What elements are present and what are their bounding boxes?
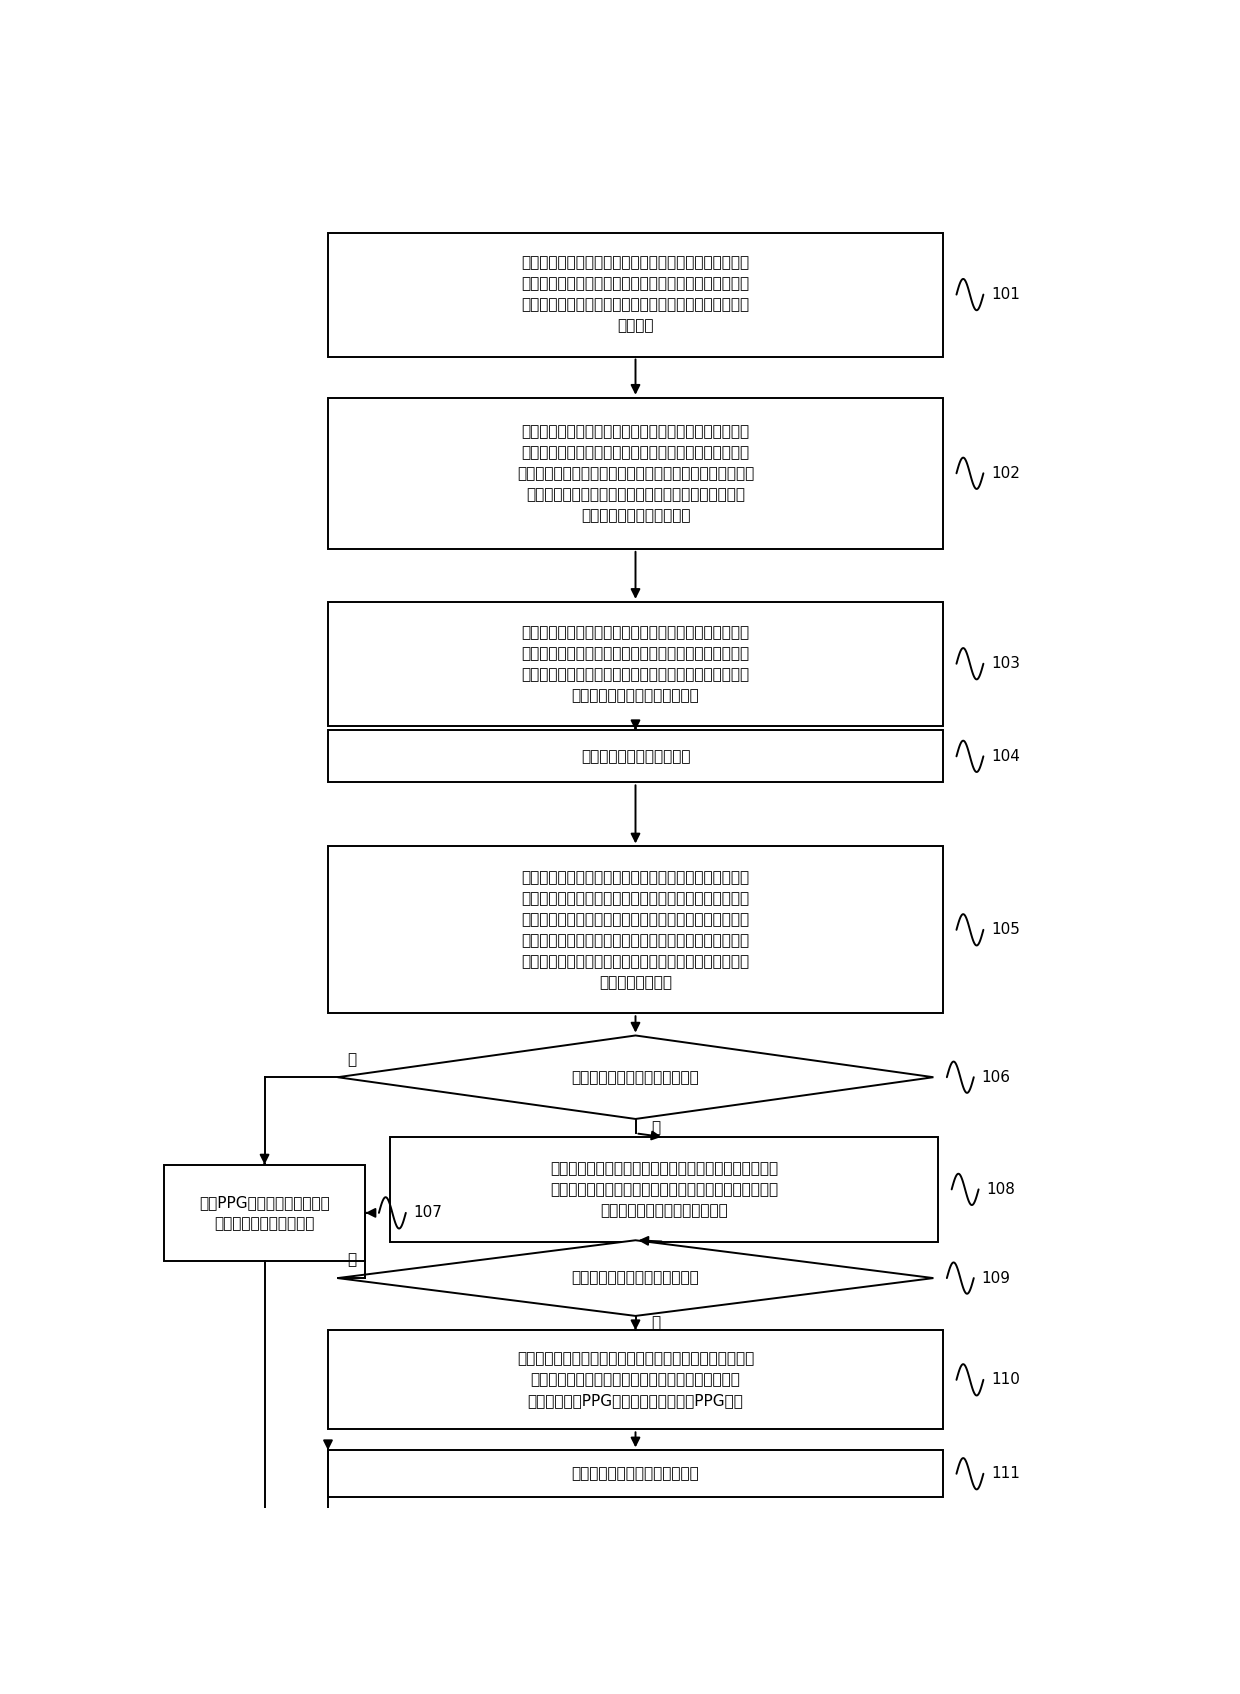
Text: 102: 102 [991,466,1021,481]
Text: 108: 108 [986,1182,1016,1198]
Text: 否: 否 [347,1252,356,1267]
Text: 是: 是 [651,1121,660,1135]
FancyBboxPatch shape [391,1137,939,1242]
FancyBboxPatch shape [327,398,944,549]
Text: 101: 101 [991,286,1021,302]
Text: 105: 105 [991,922,1021,937]
FancyBboxPatch shape [327,730,944,783]
Text: 104: 104 [991,749,1021,764]
FancyBboxPatch shape [327,601,944,725]
FancyBboxPatch shape [327,232,944,356]
Text: 第二判断结果为达标信号标识？: 第二判断结果为达标信号标识？ [572,1270,699,1286]
Text: 否: 否 [347,1052,356,1067]
Text: 当第一判断结果为达标信号标识时，根据信号判断标识符
对第二红光数字信号和或第二绿光数字信号进行信号信噪
比判断处理，生成第二判断结果: 当第一判断结果为达标信号标识时，根据信号判断标识符 对第二红光数字信号和或第二绿… [551,1160,779,1218]
FancyBboxPatch shape [327,1330,944,1430]
Text: 第一判断结果为达标信号标识？: 第一判断结果为达标信号标识？ [572,1069,699,1084]
Text: 根据预置的红光像素阈值范围，对皮表帧图像序列的所有
皮表帧图像依次进行单帧红色通道数据计算，生成第一红
光数字信号；并根据预置的绿光像素阈值范围，对皮表帧图
像: 根据预置的红光像素阈值范围，对皮表帧图像序列的所有 皮表帧图像依次进行单帧红色通… [517,424,754,523]
Text: 110: 110 [991,1372,1021,1387]
Text: 根据信号判断标识符判断是否对第二红光数字信号和第二
绿光数字信号进行信号最大频差判断处理，当信号判断标
识符为红绿光同检标识时对第二红光数字信号和第二绿光
数字: 根据信号判断标识符判断是否对第二红光数字信号和第二 绿光数字信号进行信号最大频差… [522,869,749,989]
FancyBboxPatch shape [164,1164,366,1260]
Text: 将生成的数据，向上位应用发送: 将生成的数据，向上位应用发送 [572,1467,699,1481]
FancyBboxPatch shape [327,847,944,1013]
Text: 103: 103 [991,656,1021,671]
Text: 107: 107 [413,1206,443,1220]
Text: 111: 111 [991,1467,1021,1481]
Text: 当第二判断结果为达标信号标识时，根据信号判断标识符、
第二红光数字信号和或第二绿光数字信号进行光体积
变化描记图法PPG信号生成处理，生成PPG信号: 当第二判断结果为达标信号标识时，根据信号判断标识符、 第二红光数字信号和或第二绿… [517,1352,754,1408]
Text: 停止PPG信号生成处理流程，
并生成信号质量错误信息: 停止PPG信号生成处理流程， 并生成信号质量错误信息 [200,1194,330,1232]
Text: 根据预置的带通滤波频率阈值范围对第一红光数字信号进
行信号带通滤波预处理生成第二红光数字信号，并根据带
通滤波频率阈值范围对第一绿光数字信号进行信号带通滤
波预: 根据预置的带通滤波频率阈值范围对第一红光数字信号进 行信号带通滤波预处理生成第二… [522,625,749,703]
Text: 109: 109 [982,1270,1011,1286]
Text: 106: 106 [982,1069,1011,1084]
Polygon shape [337,1240,934,1316]
Text: 是: 是 [651,1316,660,1330]
FancyBboxPatch shape [327,1450,944,1497]
Polygon shape [337,1035,934,1120]
Text: 获取预置的信号判断标识符: 获取预置的信号判断标识符 [580,749,691,764]
Text: 调用视频拍摄设备以预置的采集时间阈值为拍摄时间长度
对生物体局部皮肤表面进行连续采集拍摄操作生成皮表视
频数据；对皮表视频数据进行帧图像提取处理生成皮表帧
图像: 调用视频拍摄设备以预置的采集时间阈值为拍摄时间长度 对生物体局部皮肤表面进行连续… [522,256,749,334]
